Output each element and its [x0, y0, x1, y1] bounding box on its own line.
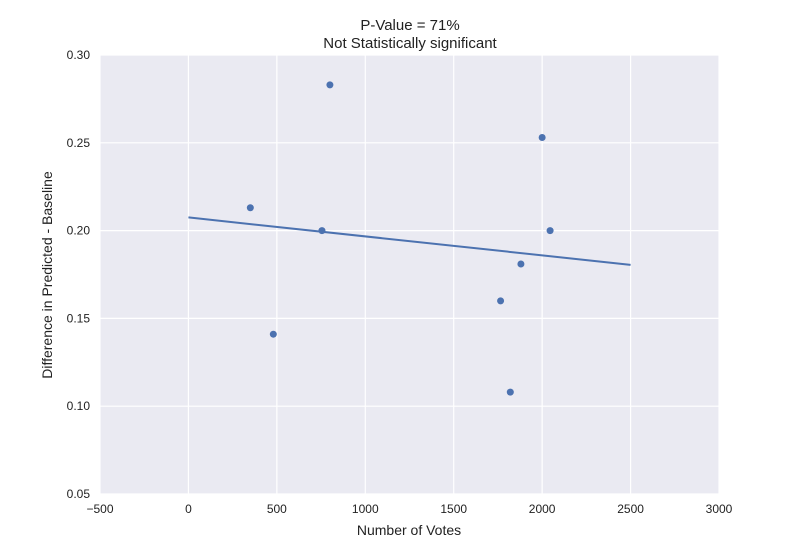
- fit-line-group: [188, 216, 631, 266]
- y-tick-label: 0.30: [67, 48, 91, 62]
- x-tick-label: 2000: [529, 502, 556, 516]
- regression-line: [188, 216, 631, 266]
- x-tick-label: −500: [86, 502, 113, 516]
- chart-title: P-Value = 71%: [360, 17, 459, 34]
- y-tick-label: 0.15: [67, 311, 91, 325]
- data-points: [246, 81, 554, 396]
- y-tick-label: 0.10: [67, 399, 91, 413]
- grid: [99, 54, 720, 495]
- y-tick-label: 0.05: [67, 487, 91, 501]
- y-axis-ticks: 0.05 0.10 0.15 0.20 0.25 0.30: [67, 48, 91, 501]
- data-point: [246, 204, 254, 212]
- y-tick-label: 0.25: [67, 136, 91, 150]
- x-tick-label: 1500: [440, 502, 467, 516]
- y-tick-label: 0.20: [67, 224, 91, 238]
- data-point: [538, 134, 546, 142]
- data-point: [269, 330, 277, 338]
- data-point: [506, 388, 514, 396]
- x-axis-label: Number of Votes: [357, 522, 461, 538]
- x-tick-label: 500: [267, 502, 287, 516]
- x-tick-label: 0: [185, 502, 192, 516]
- x-tick-label: 2500: [617, 502, 644, 516]
- y-axis-label: Difference in Predicted - Baseline: [39, 171, 55, 379]
- data-point: [326, 81, 334, 89]
- x-axis-ticks: −500 0 500 1000 1500 2000 2500 3000: [86, 502, 732, 516]
- data-point: [318, 227, 326, 235]
- data-point: [497, 297, 505, 305]
- data-point: [517, 260, 525, 268]
- x-tick-label: 3000: [706, 502, 733, 516]
- x-tick-label: 1000: [352, 502, 379, 516]
- chart-subtitle: Not Statistically significant: [323, 35, 497, 52]
- data-point: [546, 227, 554, 235]
- plot-area: [100, 55, 719, 494]
